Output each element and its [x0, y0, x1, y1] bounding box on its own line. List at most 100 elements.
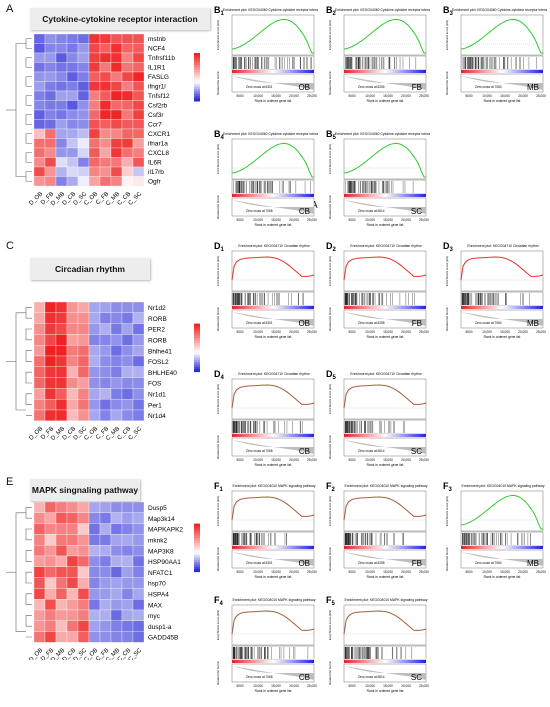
- heatmap-cell: [88, 399, 101, 411]
- heatmap-cell: [132, 588, 145, 600]
- row-label: mknk2: [148, 538, 168, 545]
- gsea-title: Enrichment plot: KEGG04710 Circadian rhy…: [350, 372, 421, 376]
- heatmap-cell: [88, 366, 101, 378]
- heatmap-cell: [132, 501, 145, 513]
- legend-swatch: [194, 335, 200, 339]
- rank-gradient: [344, 70, 426, 73]
- heatmap-cell: [55, 52, 68, 63]
- heatmap-title-e: MAPK singnaling pathway: [30, 479, 140, 501]
- legend-swatch: [194, 347, 200, 351]
- legend-swatch: [194, 357, 200, 361]
- heatmap-cell: [66, 62, 79, 73]
- heatmap-cell: [55, 345, 68, 357]
- heatmap-cell: [132, 599, 145, 611]
- heatmap-cell: [55, 366, 68, 378]
- legend-swatch: [194, 362, 200, 365]
- heatmap-cell: [77, 62, 90, 73]
- heatmap-cell: [88, 71, 101, 82]
- heatmap-cell: [99, 588, 112, 600]
- x-tick: 20,000: [289, 330, 299, 334]
- heatmap-cell: [55, 501, 68, 513]
- rank-gradient: [232, 306, 314, 309]
- x-tick: 25,000: [307, 684, 317, 688]
- legend-swatch: [194, 350, 200, 353]
- enrichment-curve: [343, 256, 427, 281]
- heatmap-cell: [55, 388, 68, 400]
- heatmap-cell: [99, 599, 112, 611]
- x-tick: 5000: [465, 94, 472, 98]
- rank-gradient: [344, 306, 426, 309]
- heatmap-cell: [99, 176, 112, 187]
- tissue-label: MB: [527, 83, 539, 92]
- gsea-ylabel: Enrichment score (ES): [216, 384, 220, 414]
- heatmap-cell: [121, 620, 134, 632]
- x-tick: 10,000: [253, 684, 263, 688]
- heatmap-cell: [55, 409, 68, 421]
- heatmap-cell: [110, 33, 123, 44]
- hit-barcode: [343, 291, 427, 307]
- heatmap-cell: [66, 512, 79, 524]
- legend-swatch: [194, 369, 200, 373]
- gsea-xlabel: Rank in ordered gene list: [367, 689, 404, 693]
- heatmap-cell: [88, 345, 101, 357]
- heatmap-cell: [110, 377, 123, 389]
- heatmap-cell: [33, 512, 46, 524]
- heatmap-cell: [121, 62, 134, 73]
- zero-cross: Zero cross at 6301: [246, 561, 273, 565]
- ranked-metric-area: [232, 76, 314, 90]
- gsea-title: Enrichment plot: KEGG04060 Cytokine-cyto…: [335, 8, 430, 12]
- heatmap-cell: [55, 81, 68, 92]
- heatmap-cell: [66, 323, 79, 335]
- zero-cross: Zero cross at 6514: [358, 675, 385, 679]
- hit-barcode: [343, 645, 427, 661]
- heatmap-cell: [44, 355, 57, 367]
- row-label: Csf3r: [148, 112, 164, 119]
- heatmap-cell: [99, 631, 112, 643]
- row-label: CXCL8: [148, 150, 169, 157]
- enrichment-curve: [343, 610, 427, 635]
- heatmap-cell: [77, 609, 90, 621]
- gsea-ylabel: Enrichment score (ES): [216, 496, 220, 526]
- heatmap-cell: [121, 147, 134, 158]
- x-tick: 15,000: [383, 94, 393, 98]
- heatmap-cell: [132, 119, 145, 130]
- gsea-plot-d4: D4 Enrichment plot: KEGG04710 Circadian r…: [214, 368, 318, 476]
- heatmap-cell: [77, 599, 90, 611]
- heatmap-cell: [99, 312, 112, 324]
- heatmap-cell: [99, 100, 112, 111]
- enrichment-curve: [460, 256, 544, 281]
- x-tick: 20,000: [401, 458, 411, 462]
- enrichment-curve: [343, 496, 427, 521]
- heatmap-cell: [77, 366, 90, 378]
- heatmap-cell: [110, 90, 123, 101]
- heatmap-cell: [77, 534, 90, 546]
- heatmap-cell: [44, 377, 57, 389]
- legend-swatch: [194, 328, 200, 332]
- heatmap-cell: [99, 90, 112, 101]
- heatmap-cell: [44, 176, 57, 187]
- tissue-label: CB: [299, 207, 310, 216]
- heatmap-cell: [55, 43, 68, 54]
- row-label: hsp70: [148, 581, 166, 588]
- enrichment-curve: [343, 384, 427, 409]
- heatmap-cell: [55, 62, 68, 73]
- heatmap-cell: [99, 620, 112, 632]
- heatmap-cell: [33, 166, 46, 177]
- heatmap-cell: [44, 366, 57, 378]
- heatmap-cell: [66, 52, 79, 63]
- heatmap-cell: [110, 301, 123, 313]
- hit-barcode: [231, 531, 315, 547]
- legend-swatch: [194, 98, 200, 102]
- heatmap-cell: [132, 355, 145, 367]
- heatmap-cell: [88, 388, 101, 400]
- gsea-ylabel: Enrichment score (ES): [216, 256, 220, 286]
- x-tick: 25,000: [536, 94, 546, 98]
- hit-barcode: [231, 179, 315, 195]
- heatmap-cell: [121, 566, 134, 578]
- heatmap-cell: [55, 323, 68, 335]
- heatmap-cell: [55, 577, 68, 589]
- legend-swatch: [194, 540, 200, 544]
- heatmap-cell: [88, 109, 101, 120]
- heatmap-cell: [66, 409, 79, 421]
- legend-swatch: [194, 338, 200, 341]
